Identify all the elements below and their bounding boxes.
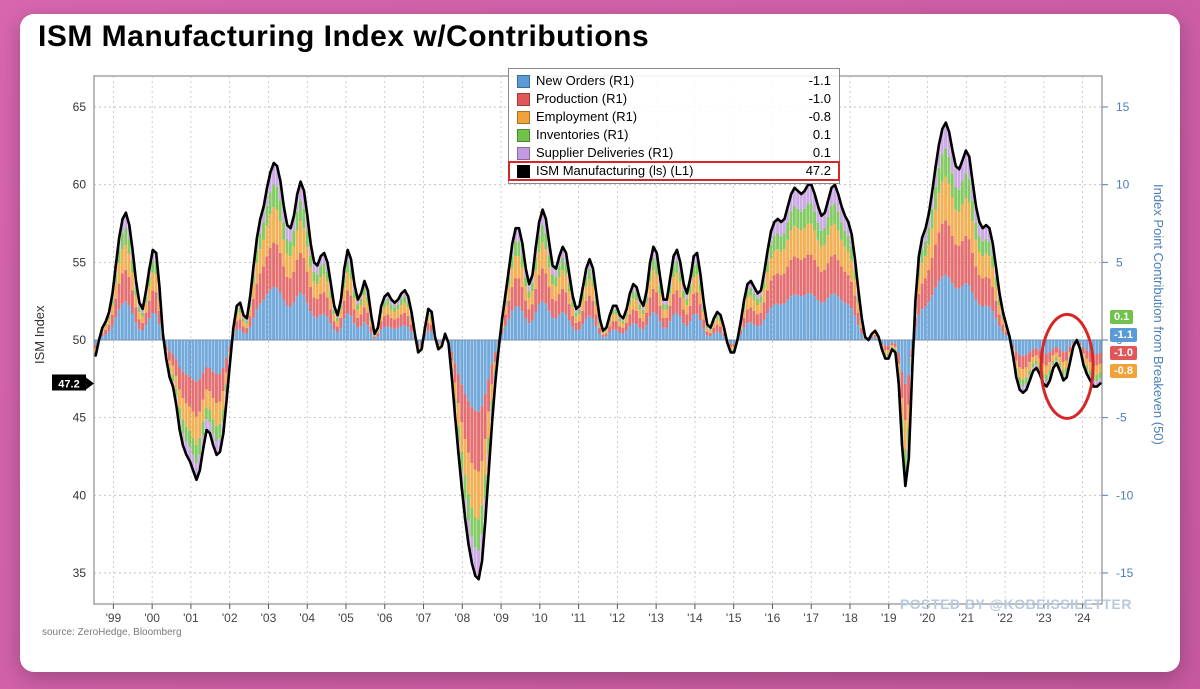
svg-text:'99: '99 bbox=[106, 611, 122, 625]
legend-swatch bbox=[517, 75, 530, 88]
legend-item: Employment (R1)-0.8 bbox=[509, 108, 839, 126]
svg-text:'12: '12 bbox=[610, 611, 626, 625]
legend-item: New Orders (R1)-1.1 bbox=[509, 72, 839, 90]
left-axis-label: ISM Index bbox=[32, 305, 47, 364]
legend-swatch bbox=[517, 93, 530, 106]
legend-label: Employment (R1) bbox=[536, 108, 789, 126]
legend-swatch bbox=[517, 147, 530, 160]
legend-value: 0.1 bbox=[789, 144, 831, 162]
svg-text:'21: '21 bbox=[958, 611, 974, 625]
svg-text:65: 65 bbox=[73, 100, 87, 114]
svg-text:-10: -10 bbox=[1116, 488, 1134, 502]
legend-value: -0.8 bbox=[789, 108, 831, 126]
svg-text:'16: '16 bbox=[765, 611, 781, 625]
end-value-badge: -1.0 bbox=[1110, 346, 1137, 360]
svg-text:'11: '11 bbox=[571, 611, 586, 625]
legend-swatch bbox=[517, 165, 530, 178]
legend-label: Inventories (R1) bbox=[536, 126, 789, 144]
svg-text:47.2: 47.2 bbox=[58, 378, 79, 390]
source-text: source: ZeroHedge, Bloomberg bbox=[42, 627, 182, 638]
legend-label: New Orders (R1) bbox=[536, 72, 789, 90]
svg-text:'06: '06 bbox=[377, 611, 393, 625]
legend-value: -1.0 bbox=[789, 90, 831, 108]
svg-text:'17: '17 bbox=[803, 611, 819, 625]
legend-item: Production (R1)-1.0 bbox=[509, 90, 839, 108]
svg-text:'18: '18 bbox=[842, 611, 858, 625]
legend-label: ISM Manufacturing (ls) (L1) bbox=[536, 162, 789, 180]
svg-text:'00: '00 bbox=[144, 611, 160, 625]
legend-label: Production (R1) bbox=[536, 90, 789, 108]
svg-text:45: 45 bbox=[73, 411, 87, 425]
svg-text:35: 35 bbox=[73, 566, 87, 580]
legend-swatch bbox=[517, 111, 530, 124]
svg-text:'14: '14 bbox=[687, 611, 703, 625]
svg-text:'02: '02 bbox=[222, 611, 238, 625]
legend: New Orders (R1)-1.1Production (R1)-1.0Em… bbox=[508, 68, 840, 184]
legend-item: Inventories (R1)0.1 bbox=[509, 126, 839, 144]
legend-value: 47.2 bbox=[789, 162, 831, 180]
right-axis-label: Index Point Contribution from Breakeven … bbox=[1151, 184, 1166, 445]
chart-title: ISM Manufacturing Index w/Contributions bbox=[38, 20, 649, 54]
legend-item: ISM Manufacturing (ls) (L1)47.2 bbox=[509, 162, 839, 180]
svg-text:55: 55 bbox=[73, 255, 87, 269]
svg-text:5: 5 bbox=[1116, 255, 1123, 269]
svg-text:50: 50 bbox=[73, 333, 87, 347]
legend-label: Supplier Deliveries (R1) bbox=[536, 144, 789, 162]
svg-text:'07: '07 bbox=[416, 611, 432, 625]
legend-swatch bbox=[517, 129, 530, 142]
end-value-badge: -0.8 bbox=[1110, 364, 1137, 378]
legend-value: 0.1 bbox=[789, 126, 831, 144]
svg-text:10: 10 bbox=[1116, 178, 1130, 192]
svg-text:'20: '20 bbox=[920, 611, 936, 625]
svg-text:'10: '10 bbox=[532, 611, 548, 625]
svg-text:15: 15 bbox=[1116, 100, 1130, 114]
svg-text:'23: '23 bbox=[1036, 611, 1052, 625]
svg-text:40: 40 bbox=[73, 488, 87, 502]
watermark: POSTED BY @KOBEISSILETTER bbox=[900, 596, 1132, 612]
legend-item: Supplier Deliveries (R1)0.1 bbox=[509, 144, 839, 162]
svg-text:'01: '01 bbox=[183, 611, 199, 625]
svg-text:'03: '03 bbox=[261, 611, 277, 625]
chart-area: ISM Index Index Point Contribution from … bbox=[38, 64, 1162, 642]
svg-text:'08: '08 bbox=[454, 611, 470, 625]
svg-text:-5: -5 bbox=[1116, 411, 1127, 425]
svg-text:'09: '09 bbox=[493, 611, 509, 625]
svg-text:60: 60 bbox=[73, 178, 87, 192]
svg-text:'19: '19 bbox=[881, 611, 897, 625]
legend-value: -1.1 bbox=[789, 72, 831, 90]
svg-text:'22: '22 bbox=[997, 611, 1013, 625]
chart-card: ISM Manufacturing Index w/Contributions … bbox=[20, 14, 1180, 672]
svg-text:'13: '13 bbox=[648, 611, 664, 625]
svg-text:'05: '05 bbox=[338, 611, 354, 625]
svg-text:'04: '04 bbox=[299, 611, 315, 625]
end-value-badge: 0.1 bbox=[1110, 310, 1133, 324]
svg-text:'24: '24 bbox=[1075, 611, 1091, 625]
end-value-badge: -1.1 bbox=[1110, 328, 1137, 342]
svg-text:'15: '15 bbox=[726, 611, 742, 625]
svg-text:-15: -15 bbox=[1116, 566, 1134, 580]
